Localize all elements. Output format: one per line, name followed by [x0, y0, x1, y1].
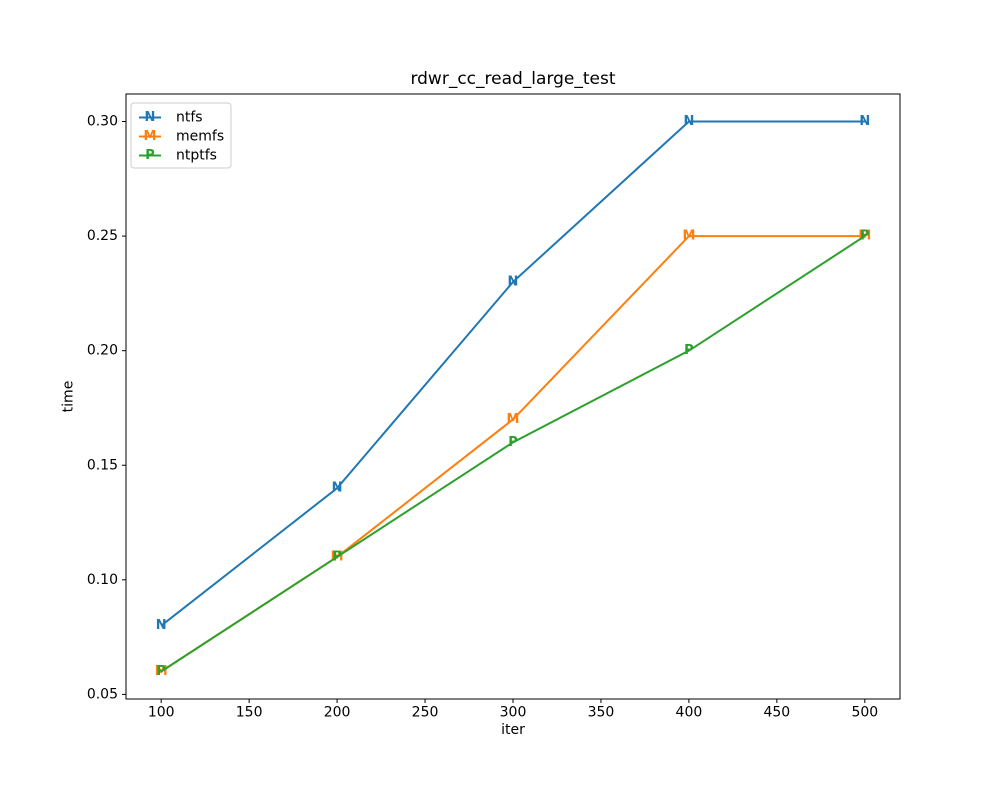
series-marker-memfs: M: [682, 229, 695, 244]
series-marker-memfs: M: [507, 412, 520, 427]
x-tick-label: 500: [851, 705, 878, 721]
y-tick-label: 0.30: [87, 114, 118, 130]
series-marker-ntfs: N: [332, 481, 343, 496]
y-tick-label: 0.15: [87, 457, 118, 473]
series-marker-ntptfs: P: [684, 343, 694, 358]
x-axis-label: iter: [501, 722, 525, 738]
x-tick-label: 350: [588, 705, 615, 721]
x-tick-label: 250: [412, 705, 439, 721]
series-marker-ntfs: N: [859, 114, 870, 129]
series-marker-ntptfs: P: [860, 229, 870, 244]
legend-marker-ntfs: N: [145, 110, 156, 125]
legend-label-ntptfs: ntptfs: [176, 148, 217, 164]
x-tick-label: 450: [763, 705, 790, 721]
x-tick-label: 300: [500, 705, 527, 721]
legend-marker-ntptfs: P: [145, 148, 155, 163]
x-tick-label: 400: [676, 705, 703, 721]
series-line-ntfs: [160, 120, 865, 627]
x-tick-label: 150: [236, 705, 263, 721]
series-line-memfs: [160, 235, 865, 673]
legend-label-ntfs: ntfs: [176, 110, 203, 126]
legend-box: [130, 102, 232, 169]
series-marker-ntfs: N: [508, 274, 519, 289]
series-marker-ntfs: N: [156, 618, 167, 633]
y-tick-label: 0.25: [87, 228, 118, 244]
y-tick-label: 0.20: [87, 343, 118, 359]
series-marker-ntptfs: P: [156, 664, 166, 679]
x-tick-label: 200: [324, 705, 351, 721]
y-tick-label: 0.05: [87, 686, 118, 702]
series-marker-ntptfs: P: [332, 549, 342, 564]
y-tick-label: 0.10: [87, 572, 118, 588]
legend-marker-memfs: M: [144, 129, 157, 144]
series-line-ntptfs: [160, 235, 866, 673]
series-marker-ntfs: N: [683, 114, 694, 129]
x-tick-label: 100: [148, 705, 175, 721]
chart-title: rdwr_cc_read_large_test: [410, 69, 616, 89]
legend-label-memfs: memfs: [176, 129, 224, 145]
series-marker-ntptfs: P: [508, 435, 518, 450]
axes-spines: [125, 93, 901, 700]
